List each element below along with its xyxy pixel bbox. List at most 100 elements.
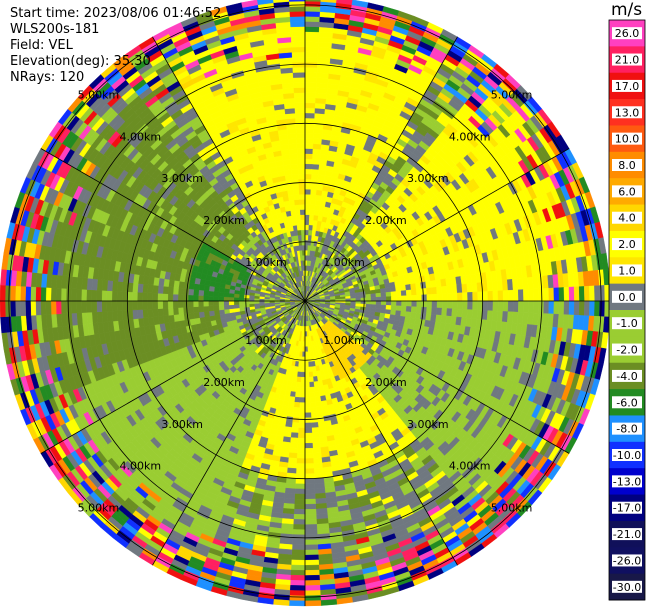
velocity-cell <box>426 307 433 315</box>
velocity-cell <box>533 288 540 302</box>
velocity-cell <box>304 102 316 109</box>
velocity-cell <box>304 554 319 561</box>
velocity-cell <box>452 292 458 302</box>
velocity-cell <box>457 292 463 302</box>
velocity-cell <box>400 284 407 292</box>
velocity-cell <box>401 300 407 307</box>
velocity-cell <box>296 376 302 383</box>
velocity-cell <box>312 148 322 155</box>
velocity-cell <box>299 397 306 403</box>
velocity-cell <box>385 305 392 311</box>
velocity-cell <box>304 56 318 63</box>
velocity-cell <box>304 574 320 581</box>
velocity-cell <box>315 401 322 408</box>
velocity-cell <box>304 31 320 38</box>
velocity-cell <box>288 396 296 403</box>
velocity-cell <box>481 281 488 292</box>
velocity-cell <box>304 214 310 220</box>
velocity-cell <box>304 183 312 190</box>
velocity-cell <box>292 417 300 424</box>
velocity-cell <box>313 457 323 464</box>
velocity-cell <box>313 133 323 140</box>
velocity-cell <box>285 482 296 490</box>
velocity-cell <box>558 300 565 315</box>
velocity-cell <box>309 386 315 393</box>
velocity-cell <box>298 417 306 424</box>
velocity-cell <box>452 300 458 310</box>
velocity-cell <box>299 392 306 398</box>
velocity-cell <box>304 199 311 205</box>
velocity-cell <box>312 376 318 383</box>
velocity-cell <box>578 300 585 316</box>
velocity-cell <box>314 477 325 484</box>
velocity-cell <box>563 286 570 302</box>
velocity-cell <box>304 143 314 149</box>
velocity-cell <box>487 290 494 302</box>
velocity-cell <box>304 0 321 2</box>
velocity-cell <box>304 453 314 459</box>
velocity-cell <box>304 422 312 429</box>
velocity-cell <box>292 524 306 530</box>
velocity-cell <box>304 524 318 530</box>
velocity-cell <box>304 61 318 68</box>
velocity-cell <box>293 401 300 408</box>
velocity-cell <box>304 585 321 591</box>
velocity-cell <box>533 300 540 314</box>
velocity-cell <box>528 300 534 314</box>
velocity-cell <box>293 514 306 520</box>
velocity-cell <box>304 559 320 566</box>
velocity-cell <box>289 437 299 444</box>
velocity-cell <box>293 406 300 413</box>
velocity-cell <box>410 289 417 296</box>
velocity-cell <box>293 503 306 510</box>
velocity-cell <box>304 564 320 571</box>
velocity-cell <box>492 290 499 302</box>
velocity-cell <box>446 308 453 317</box>
velocity-cell <box>386 300 392 306</box>
velocity-cell <box>523 289 529 302</box>
velocity-cell <box>400 310 407 318</box>
velocity-cell <box>375 296 382 302</box>
velocity-cell <box>314 487 326 495</box>
velocity-cell <box>309 396 316 403</box>
velocity-cell <box>314 112 325 120</box>
velocity-cell <box>543 300 550 314</box>
velocity-cell <box>286 411 294 418</box>
velocity-cell <box>295 468 306 475</box>
velocity-cell <box>304 0 321 7</box>
velocity-cell <box>312 452 322 459</box>
velocity-cell <box>304 463 314 469</box>
velocity-cell <box>312 371 318 378</box>
velocity-cell <box>304 539 318 546</box>
velocity-cell <box>296 448 306 454</box>
velocity-cell <box>304 392 311 398</box>
velocity-cell <box>315 406 323 413</box>
velocity-cell <box>304 138 314 144</box>
velocity-cell <box>309 204 316 211</box>
velocity-cell <box>421 300 428 308</box>
velocity-cell <box>385 287 392 293</box>
velocity-cell <box>380 296 387 302</box>
velocity-cell <box>538 300 545 314</box>
velocity-cell <box>431 307 438 316</box>
velocity-cell <box>293 508 306 515</box>
velocity-cell <box>395 285 402 292</box>
velocity-cell <box>304 402 311 408</box>
velocity-cell <box>304 432 313 439</box>
velocity-cell <box>415 312 422 320</box>
velocity-cell <box>471 309 478 320</box>
velocity-cell <box>594 285 601 302</box>
velocity-cell <box>304 503 317 510</box>
velocity-cell <box>461 283 468 293</box>
velocity-cell <box>304 366 309 373</box>
velocity-cell <box>315 194 322 201</box>
velocity-cell <box>312 153 321 160</box>
velocity-cell <box>285 477 296 484</box>
velocity-cell <box>304 356 309 363</box>
velocity-cell <box>294 396 301 403</box>
velocity-cell <box>294 498 306 505</box>
velocity-cell <box>416 306 422 314</box>
velocity-cell <box>295 386 301 393</box>
velocity-cell <box>466 283 473 293</box>
